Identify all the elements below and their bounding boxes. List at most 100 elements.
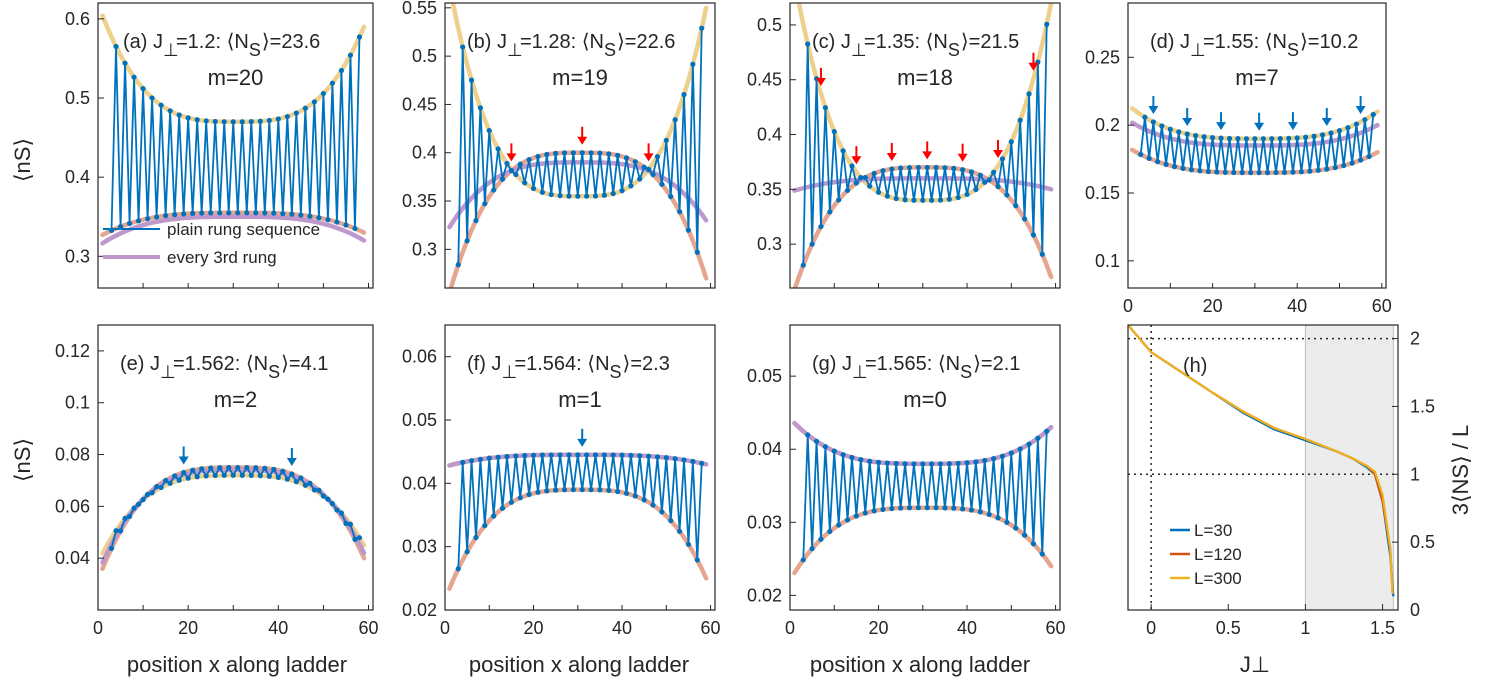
rung-point [154, 483, 160, 490]
rung-point [1290, 169, 1296, 175]
rung-point [902, 197, 908, 203]
axes-frame [444, 2, 716, 289]
rung-point [893, 460, 899, 467]
rung-point [1184, 131, 1190, 137]
rung-point [1021, 216, 1028, 222]
rung-point [217, 210, 223, 216]
rung-point [482, 523, 488, 529]
rung-point [1298, 169, 1305, 175]
rung-point [889, 166, 895, 172]
rung-sequence-line [457, 454, 703, 569]
ns-subscript: S [610, 362, 622, 382]
rung-point [257, 118, 263, 124]
rung-point [650, 171, 656, 178]
rung-point [915, 505, 921, 511]
rung-point [477, 105, 484, 111]
rung-point [853, 180, 859, 186]
panel-b: 0.3 0.35 0.4 0.45 0.5 0.55 (b) J ⊥=1.28: ⟨N S ⟩=2… [402, 0, 716, 289]
rung-point [875, 459, 882, 465]
rung-point [929, 197, 935, 203]
rung-point [685, 541, 692, 547]
rung-point [991, 169, 997, 175]
rung-point [632, 493, 638, 499]
rung-point [1243, 136, 1250, 142]
rung-point [690, 458, 696, 465]
rung-point [1248, 170, 1254, 176]
rung-point [244, 210, 250, 216]
rung-point [203, 473, 209, 479]
ytick-label: 0.5 [65, 88, 90, 108]
rung-point [1311, 133, 1317, 139]
rung-sequence-line [802, 431, 1048, 560]
rung-point [592, 193, 599, 199]
xtick-label: 0.5 [1216, 618, 1241, 638]
rung-point [898, 505, 904, 511]
ytick-label: 0.4 [757, 125, 782, 145]
rung-point [473, 217, 479, 224]
rung-point [212, 118, 218, 125]
perp-subscript: ⊥ [852, 362, 868, 382]
rung-point [955, 460, 961, 466]
rung-point [880, 168, 886, 174]
rung-point [672, 456, 678, 462]
ns-subscript: S [268, 362, 280, 382]
axes-frame [97, 324, 374, 611]
rung-point [338, 510, 345, 516]
ytick-label: 0.2 [1095, 115, 1120, 135]
plot-area-a [100, 13, 367, 246]
panel-label: (d) J [1150, 31, 1190, 53]
rung-point [338, 67, 345, 74]
arrow-head [577, 438, 588, 447]
rung-point [185, 115, 191, 121]
rung-point [875, 189, 882, 195]
shaded-region [1304, 325, 1394, 610]
rung-point [455, 566, 461, 572]
jperp-value: =1.564: ⟨N [514, 353, 609, 375]
rung-point [822, 105, 829, 111]
xlabel-f: position x along ladder [469, 652, 689, 677]
rung-point [140, 497, 146, 503]
rung-point [266, 473, 272, 479]
rung-point [1159, 123, 1165, 129]
envelope-upper [792, 420, 1054, 467]
rung-point [628, 183, 634, 189]
rung-point [968, 169, 975, 175]
rung-point [473, 534, 479, 541]
rung-point [1370, 111, 1376, 118]
rung-point [986, 511, 992, 518]
rung-point [884, 193, 890, 199]
perp-subscript: ⊥ [507, 40, 523, 60]
rung-point [539, 189, 545, 195]
rung-point [230, 119, 236, 125]
panel-label: (g) J [812, 353, 852, 375]
rung-point [867, 458, 873, 464]
arrow-head [993, 149, 1004, 158]
ytick-label: 0.15 [1085, 183, 1120, 203]
rung-point [302, 482, 308, 488]
rung-point [181, 211, 187, 217]
rung-point [122, 515, 128, 521]
rung-point [293, 479, 299, 485]
rung-point [1176, 129, 1182, 135]
jperp-value: =1.28: ⟨N [520, 31, 604, 53]
rung-point [982, 179, 988, 185]
xtick-label: 20 [178, 618, 198, 638]
rung-point [235, 210, 241, 216]
rung-point [343, 520, 349, 526]
rung-point [601, 192, 607, 198]
rung-point [999, 453, 1006, 459]
ytick-label: 0.02 [747, 585, 782, 605]
ytick-label: 0.25 [1085, 47, 1120, 67]
xtick-label: 20 [524, 618, 544, 638]
rung-point [623, 155, 630, 161]
rung-point [1017, 446, 1023, 452]
envelope-every-third [792, 176, 1054, 193]
arrow-head [886, 152, 897, 161]
rung-point [513, 171, 519, 178]
rung-point [280, 211, 286, 217]
ytick-label: 0.35 [402, 191, 437, 211]
ns-subscript: S [948, 40, 960, 60]
rung-point [239, 472, 245, 478]
rung-point [942, 165, 948, 171]
ytick-label: 0.3 [757, 234, 782, 254]
